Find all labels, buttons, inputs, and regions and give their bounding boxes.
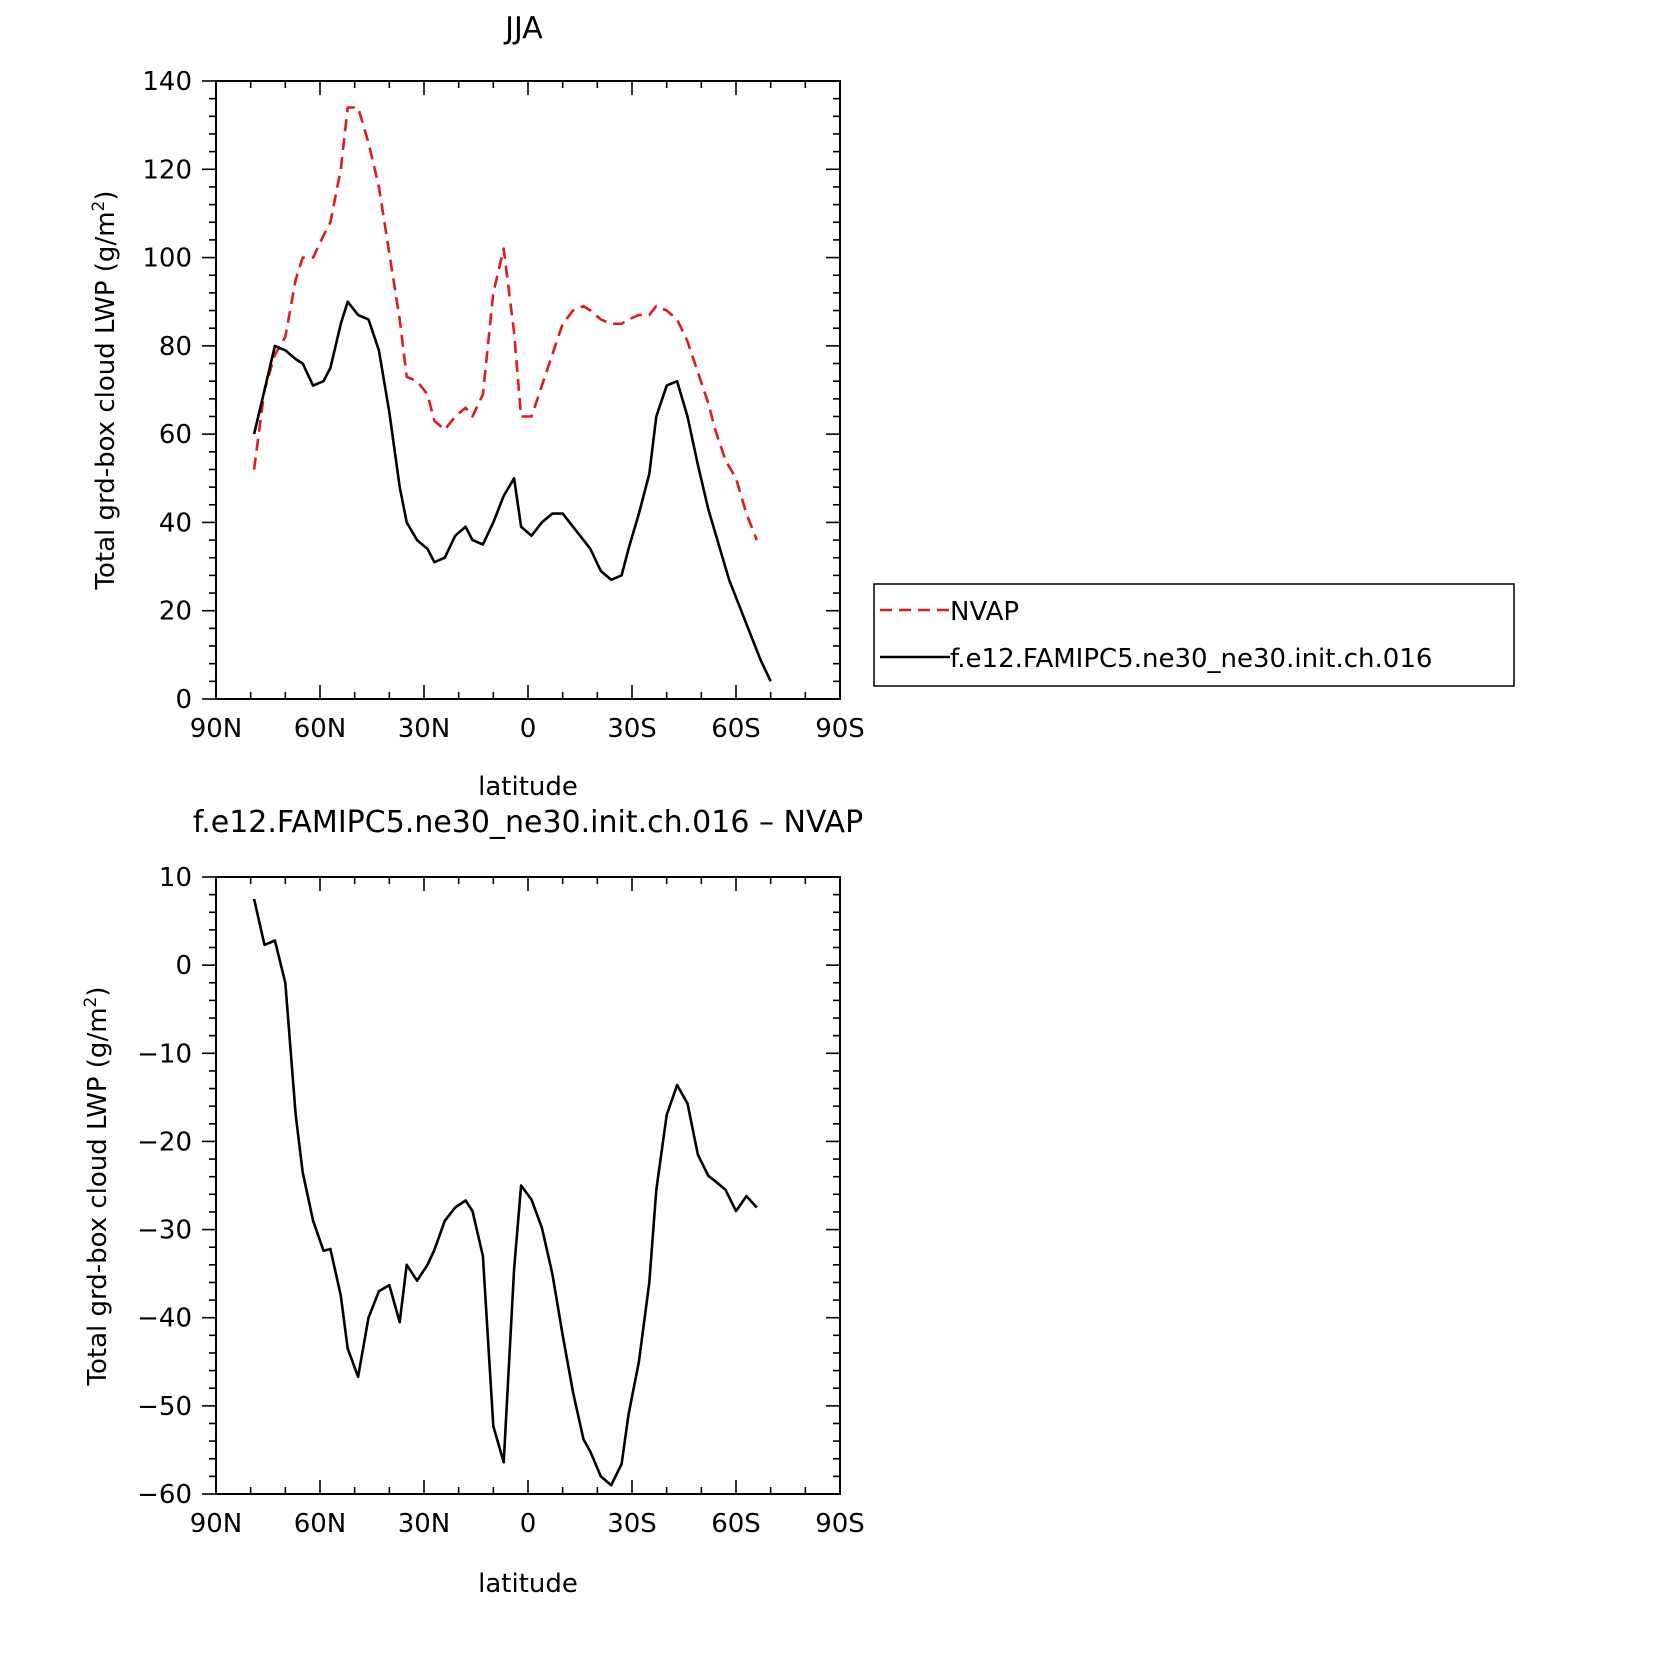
y-tick-label: −10: [137, 1039, 192, 1069]
x-axis-label: latitude: [478, 1569, 578, 1599]
x-tick-label: 30N: [398, 714, 451, 744]
x-tick-label: 90N: [190, 1509, 243, 1539]
y-tick-label: 20: [159, 597, 192, 627]
y-tick-label: −30: [137, 1216, 192, 1246]
y-tick-label: 120: [142, 155, 192, 185]
y-tick-label: −60: [137, 1480, 192, 1510]
x-tick-label: 90N: [190, 714, 243, 744]
x-tick-label: 0: [520, 714, 537, 744]
y-tick-label: −50: [137, 1392, 192, 1422]
legend-label-nvap: NVAP: [950, 597, 1019, 627]
y-tick-label: 40: [159, 508, 192, 538]
x-tick-label: 0: [520, 1509, 537, 1539]
x-tick-label: 30N: [398, 1509, 451, 1539]
tick-labels: 90N 60N 30N 0 30S 60S 90S 0 20 40 60 80 100 120 140: [142, 67, 864, 744]
lwp-line-chart: JJA 90N 60N 30N 0 30S 60S 90S 0 20 40 60 80 100 120 14…: [89, 11, 1515, 802]
y-tick-label: 0: [175, 685, 192, 715]
lwp-difference-line-chart: f.e12.FAMIPC5.ne30_ne30.init.ch.016 – NV…: [81, 805, 865, 1599]
y-tick-label: 80: [159, 332, 192, 362]
x-tick-label: 30S: [607, 714, 657, 744]
series-lines: [252, 106, 772, 682]
x-tick-label: 90S: [815, 714, 865, 744]
tick-labels: 90N 60N 30N 0 30S 60S 90S −60 −50 −40 −30 −20 −10 0 10: [137, 863, 865, 1539]
y-axis-label-main: Total grd-box cloud LWP (g/m: [83, 1007, 113, 1386]
y-axis-label-end: ): [83, 986, 113, 996]
x-tick-label: 60N: [294, 1509, 347, 1539]
axis-ticks: [202, 80, 841, 700]
plot-frame: [215, 80, 841, 700]
y-axis-label-main: Total grd-box cloud LWP (g/m: [91, 211, 121, 590]
x-tick-label: 90S: [815, 1509, 865, 1539]
y-tick-label: −40: [137, 1304, 192, 1334]
x-tick-label: 30S: [607, 1509, 657, 1539]
y-tick-label: −20: [137, 1127, 192, 1157]
series-line-f-e12-famipc5-ne30-ne30-init-ch-016: [252, 300, 772, 682]
y-tick-label: 60: [159, 420, 192, 450]
series-line-difference-0: [252, 898, 758, 1487]
y-axis-label-end: ): [91, 190, 121, 200]
chart-title: f.e12.FAMIPC5.ne30_ne30.init.ch.016 – NV…: [193, 805, 863, 840]
y-axis-label: Total grd-box cloud LWP (g/m2): [81, 986, 113, 1386]
legend-label-model: f.e12.FAMIPC5.ne30_ne30.init.ch.016: [950, 644, 1432, 674]
series-lines: [252, 898, 758, 1487]
chart-title: JJA: [503, 11, 543, 46]
y-tick-label: 100: [142, 244, 192, 274]
legend-box: [873, 583, 1515, 687]
axis-ticks: [202, 876, 841, 1495]
series-line-nvap: [252, 106, 759, 541]
x-tick-label: 60S: [711, 1509, 761, 1539]
y-axis-label-superscript: 2: [89, 201, 109, 212]
x-tick-label: 60S: [711, 714, 761, 744]
y-tick-label: 0: [175, 951, 192, 981]
plot-frame: [215, 876, 841, 1495]
y-axis-label-superscript: 2: [81, 997, 101, 1008]
y-tick-label: 140: [142, 67, 192, 97]
y-tick-label: 10: [159, 863, 192, 893]
x-axis-label: latitude: [478, 772, 578, 802]
legend: NVAP f.e12.FAMIPC5.ne30_ne30.init.ch.016: [873, 583, 1515, 687]
y-axis-label: Total grd-box cloud LWP (g/m2): [89, 190, 121, 590]
x-tick-label: 60N: [294, 714, 347, 744]
